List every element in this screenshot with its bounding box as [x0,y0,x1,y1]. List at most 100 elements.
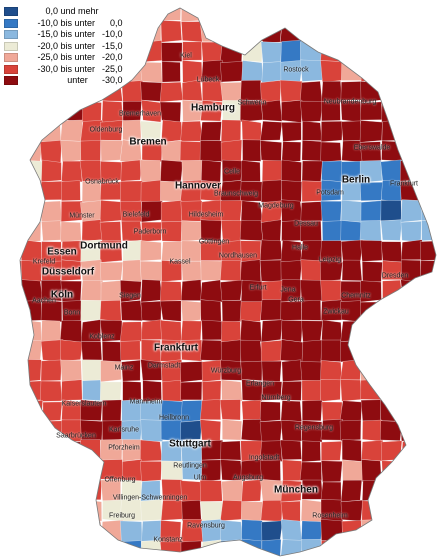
district-region [221,379,243,402]
district-region [260,319,283,343]
city-label-bonn: Bonn [63,309,81,317]
district-region [420,319,436,343]
district-region [362,538,382,556]
city-label-kiel: Kiel [180,52,192,60]
district-region [20,540,21,556]
legend-row: -25,0 bis unter -20,0 [4,52,123,64]
district-region [279,539,304,556]
district-region [140,179,164,203]
district-region [301,440,321,463]
district-region [361,440,384,462]
city-label-erlangen: Erlangen [245,380,275,388]
district-region [20,319,22,342]
district-region [139,61,163,83]
district-region [361,20,384,44]
district-region [220,320,241,343]
district-region [381,119,403,142]
city-label-braunschweig: Braunschweig [214,190,258,198]
district-region [421,521,436,541]
district-region [60,458,81,482]
district-region [320,339,343,363]
district-region [20,419,44,443]
district-region [421,220,436,241]
district-region [160,320,182,342]
district-region [80,478,103,500]
district-region [61,160,83,183]
district-region [381,8,402,24]
district-region [141,319,163,340]
district-region [321,220,343,242]
district-region [181,499,202,522]
district-region [40,359,62,382]
district-region [381,480,402,503]
district-region [180,381,203,401]
district-region [80,341,103,363]
district-region [241,8,263,24]
city-label-hamburg: Hamburg [191,102,235,114]
district-region [121,359,141,382]
district-region [61,101,84,122]
district-region [340,320,363,342]
district-region [180,320,202,341]
district-region [361,500,384,522]
district-region [341,459,364,482]
city-label-frankfurt: Frankfurt [154,342,198,354]
district-region [321,441,342,461]
district-region [340,379,363,402]
legend-swatch [4,53,18,63]
legend-connector: bis unter [60,52,96,62]
legend-upper: -10,0 [102,29,123,39]
district-region [280,400,302,422]
city-label-paderborn: Paderborn [133,228,167,236]
district-region [380,440,403,462]
district-region [361,319,382,343]
city-label-dortmund: Dortmund [80,240,128,252]
district-region [241,519,264,542]
district-region [320,379,341,402]
legend-connector: bis unter [60,17,96,28]
city-label-frankfurt-oder: Frankfurt [389,180,419,188]
district-region [260,499,283,522]
district-region [181,260,203,282]
district-region [321,460,343,483]
district-region [401,120,423,143]
district-region [341,259,363,281]
district-region [399,460,422,483]
city-label-rosenheim: Rosenheim [312,512,348,520]
legend-swatch [4,41,18,51]
district-region [121,540,143,556]
district-region [100,360,122,383]
district-region [139,159,162,183]
city-label-augsburg: Augsburg [233,474,263,482]
district-region [400,99,424,123]
district-region [340,239,364,263]
district-region [220,339,242,363]
legend-row: -15,0 bis unter -10,0 [4,29,123,41]
district-region [339,419,362,442]
district-region [362,419,383,442]
district-region [361,261,383,283]
district-region [21,439,43,462]
city-label-heilbronn: Heilbronn [159,414,189,422]
district-region [399,320,423,343]
city-label-hannover: Hannover [174,180,222,192]
district-region [41,520,64,542]
district-region [161,260,182,283]
district-region [60,200,83,223]
legend-connector: bis unter [60,63,96,74]
district-region [219,19,243,43]
legend-lower: -10,0 [37,17,58,28]
legend-connector: bis unter [60,40,96,51]
district-region [101,539,122,556]
district-region [300,361,323,382]
city-label-nuernberg: Nürnberg [261,394,291,402]
district-region [401,521,424,542]
district-region [159,280,183,302]
city-label-regensburg: Regensburg [294,424,334,432]
district-region [240,160,261,182]
district-region [220,440,242,461]
district-region [381,80,404,103]
district-region [339,400,363,423]
district-region [20,240,22,262]
district-region [140,499,163,522]
